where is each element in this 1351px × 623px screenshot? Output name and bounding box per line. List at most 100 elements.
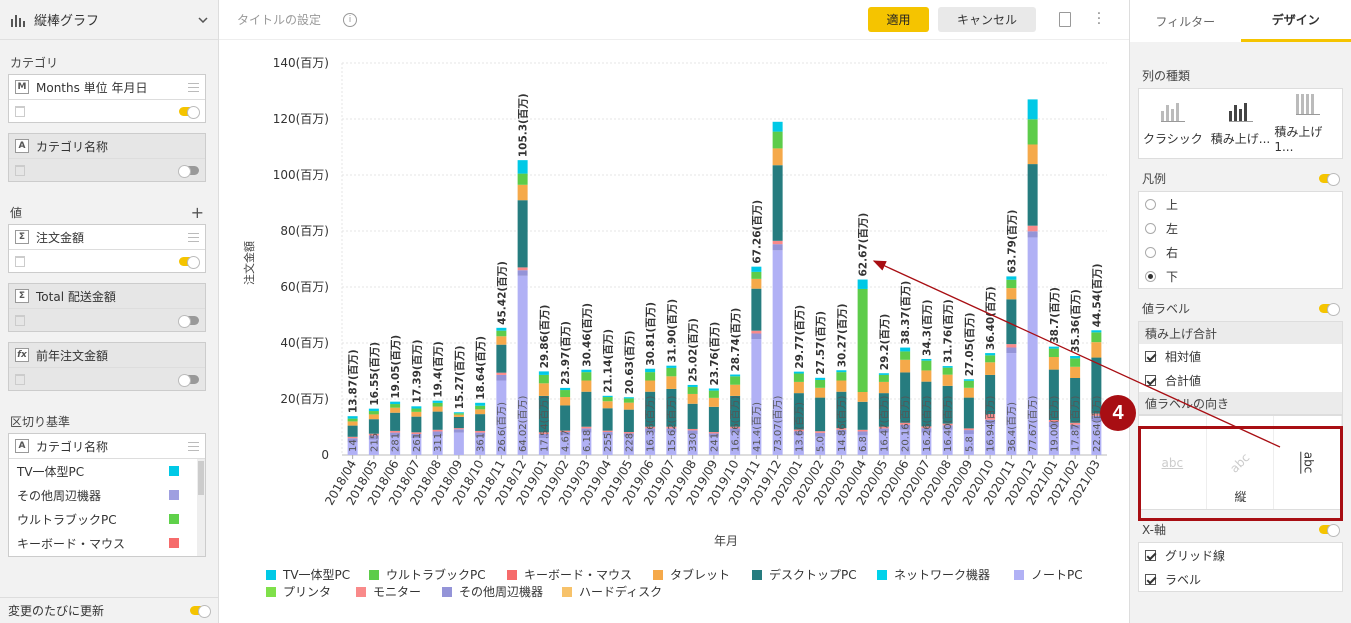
bar-segment	[496, 380, 507, 455]
segment-value-label: 36.4(百万)	[1006, 402, 1018, 452]
bar-segment	[581, 380, 592, 392]
bar-segment	[517, 173, 528, 185]
bar-segment	[581, 426, 592, 429]
orientation-diagonal[interactable]: abc	[1207, 416, 1275, 509]
legend-label: ネットワーク機器	[894, 567, 990, 582]
value-toggle[interactable]	[179, 255, 200, 269]
segment-value-label: 5.0	[816, 436, 827, 452]
bar-segment	[772, 250, 783, 455]
bar-segment	[687, 393, 698, 404]
bar-segment	[666, 376, 677, 389]
bar-segment	[432, 411, 443, 430]
orientation-horizontal[interactable]: abc	[1139, 416, 1207, 509]
legend-option[interactable]: 下	[1139, 264, 1342, 288]
chart-type-selector[interactable]: 縦棒グラフ	[0, 0, 218, 40]
bar-segment	[963, 387, 974, 398]
trash-icon[interactable]	[15, 255, 25, 267]
y-tick-label: 0	[321, 448, 329, 462]
grid-checkbox[interactable]: グリッド線	[1139, 543, 1342, 567]
legend-swatch	[266, 570, 276, 580]
radio-icon	[1145, 270, 1156, 282]
axis-label-checkbox[interactable]: ラベル	[1139, 567, 1342, 591]
auto-update-toggle[interactable]	[190, 605, 211, 618]
sum-tag-icon: Σ	[15, 230, 29, 244]
apply-button[interactable]: 適用	[868, 7, 929, 32]
more-vertical-icon[interactable]: · · ·	[1096, 6, 1102, 32]
highlight-box	[1138, 426, 1343, 521]
legend-option[interactable]: 上	[1139, 192, 1342, 216]
category-field[interactable]: M Months 単位 年月日	[8, 74, 206, 123]
total-shipping-field[interactable]: Σ Total 配送金額	[8, 283, 206, 332]
cancel-button[interactable]: キャンセル	[938, 7, 1036, 32]
bar-segment	[878, 381, 889, 394]
type-stacked-100[interactable]: 積み上げ 1...	[1274, 89, 1342, 158]
trash-icon[interactable]	[15, 164, 25, 176]
tab-design[interactable]: デザイン	[1240, 0, 1351, 42]
tab-filter[interactable]: フィルター	[1155, 14, 1216, 29]
value-label-toggle[interactable]	[1319, 302, 1340, 316]
bar-segment	[496, 327, 507, 331]
breakdown-field[interactable]: A カテゴリ名称 TV一体型PC その他周辺機器 ウルトラブックPC キーボード・マウス	[8, 433, 206, 557]
total-shipping-toggle[interactable]	[178, 314, 199, 328]
bar-segment	[772, 244, 783, 251]
value-field[interactable]: Σ 注文金額	[8, 224, 206, 273]
total-checkbox[interactable]: 合計値	[1139, 368, 1342, 392]
trash-icon[interactable]	[15, 373, 25, 385]
bar-segment	[815, 397, 826, 432]
prev-year-field[interactable]: fx 前年注文金額	[8, 342, 206, 391]
bar-segment	[772, 121, 783, 132]
segment-value-label: 16.26(百万)	[921, 395, 933, 452]
prev-year-toggle[interactable]	[178, 373, 199, 387]
legend-option[interactable]: 左	[1139, 216, 1342, 240]
info-icon[interactable]: i	[343, 12, 358, 27]
color-swatch[interactable]	[169, 466, 179, 476]
chart-toolbar: タイトルの設定 i 適用 キャンセル · · ·	[219, 0, 1129, 40]
bar-segment	[538, 395, 549, 433]
chevron-down-icon[interactable]	[198, 16, 208, 23]
breakdown-item[interactable]: TV一体型PC	[9, 459, 205, 483]
bar-segment	[411, 432, 422, 434]
type-classic[interactable]: クラシック	[1139, 89, 1207, 158]
xaxis-toggle[interactable]	[1319, 523, 1340, 537]
legend-toggle[interactable]	[1319, 172, 1340, 186]
title-input[interactable]: タイトルの設定	[237, 13, 322, 27]
drag-handle-icon[interactable]	[188, 232, 199, 242]
bar-segment	[453, 413, 464, 415]
breakdown-item[interactable]: キーボード・マウス	[9, 531, 205, 555]
segment-value-label: 15.62(百万)	[666, 395, 678, 452]
category-name-field[interactable]: A カテゴリ名称	[8, 133, 206, 182]
bar-segment	[390, 436, 401, 455]
bar-segment	[517, 200, 528, 268]
breakdown-item[interactable]: ウルトラブックPC	[9, 507, 205, 531]
bar-segment	[602, 432, 613, 436]
add-value-icon[interactable]: +	[190, 202, 204, 222]
bar-segment	[921, 370, 932, 382]
color-swatch[interactable]	[169, 514, 179, 524]
text-tag-icon: A	[15, 439, 29, 453]
legend-swatch	[507, 570, 517, 580]
bar-segment	[963, 430, 974, 434]
segment-value-label: 261	[412, 433, 423, 452]
drag-handle-icon[interactable]	[188, 82, 199, 92]
trash-icon[interactable]	[15, 105, 25, 117]
relative-checkbox[interactable]: 相対値	[1139, 344, 1342, 368]
checkbox-icon	[1145, 549, 1156, 561]
document-icon[interactable]	[1059, 12, 1071, 27]
color-swatch[interactable]	[169, 538, 179, 548]
breakdown-item[interactable]: その他周辺機器	[9, 483, 205, 507]
bar-segment	[602, 395, 613, 398]
category-toggle[interactable]	[179, 105, 200, 119]
type-stacked[interactable]: 積み上げ...	[1207, 89, 1275, 158]
stacked-bar-chart: 0 20(百万) 40(百万) 60(百万) 80(百万) 100(百万) 120(百万) 1…	[242, 56, 1107, 599]
category-name-toggle[interactable]	[178, 164, 199, 178]
checkbox-icon	[1145, 374, 1156, 386]
trash-icon[interactable]	[15, 314, 25, 326]
drag-handle-icon[interactable]	[188, 441, 199, 451]
breakdown-scrollbar[interactable]	[197, 459, 205, 556]
bar-segment	[517, 270, 528, 276]
color-swatch[interactable]	[169, 490, 179, 500]
legend-option[interactable]: 右	[1139, 240, 1342, 264]
bar-segment	[560, 387, 571, 391]
legend-label: ハードディスク	[579, 584, 662, 599]
bar-segment	[517, 160, 528, 174]
